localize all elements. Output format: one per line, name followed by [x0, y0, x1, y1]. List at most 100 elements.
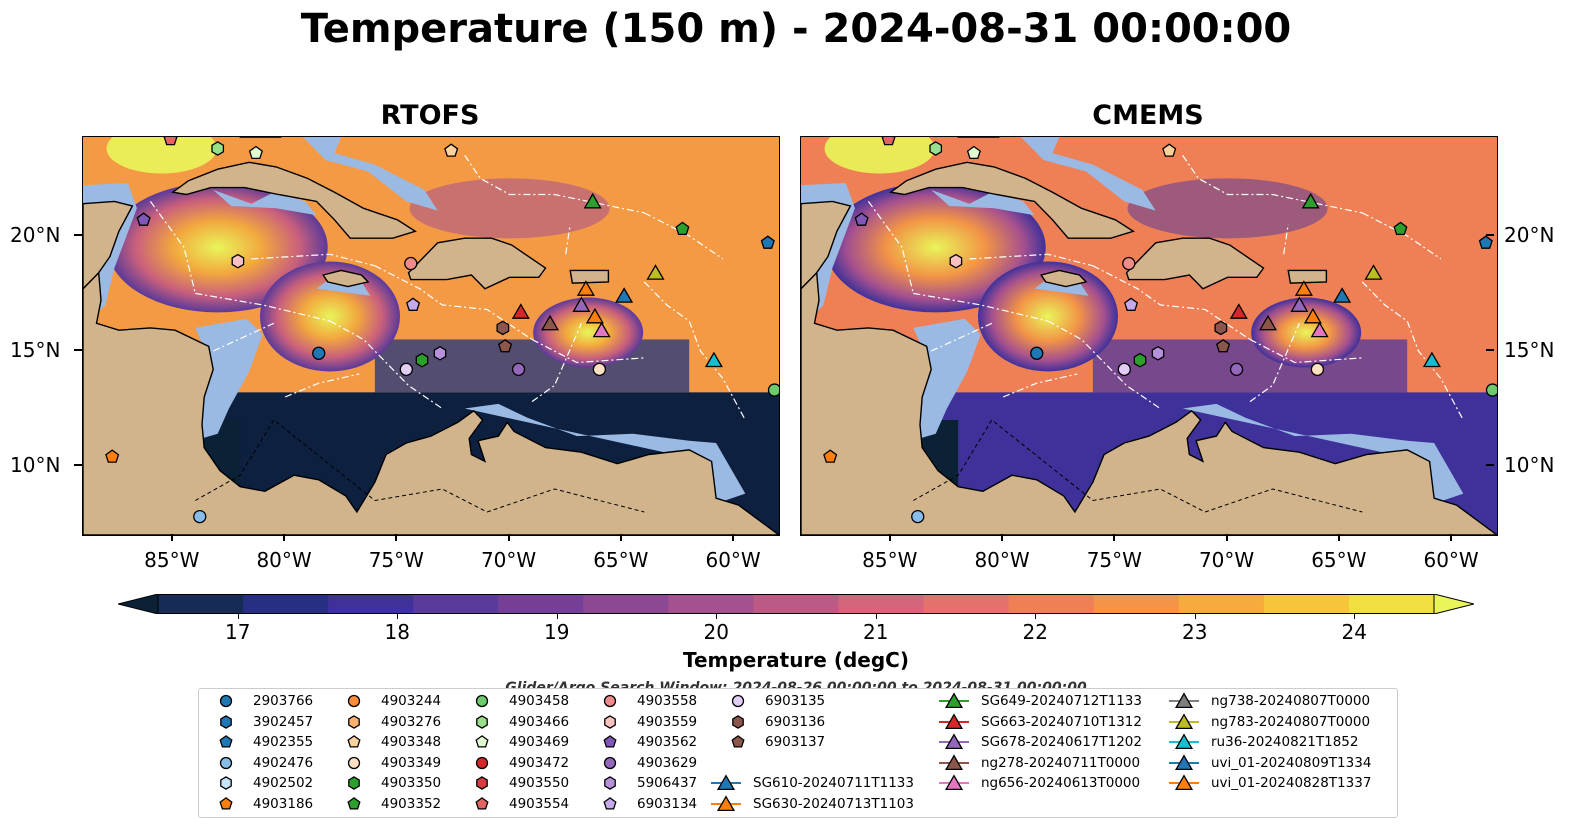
marker-6903134 — [1124, 297, 1139, 311]
legend-label: SG630-20240713T1103 — [753, 795, 914, 812]
marker-4903559 — [949, 253, 963, 269]
colorbar-tick-mark — [556, 614, 558, 619]
marker-4903348 — [444, 143, 459, 157]
shelf-nic — [913, 318, 981, 439]
legend-label: 4903559 — [637, 713, 698, 730]
legend-marker-icon — [476, 776, 488, 790]
eez-boundary — [251, 253, 376, 267]
legend-marker-icon — [347, 796, 361, 810]
lon-tick-mark — [1225, 534, 1228, 541]
marker-4903469 — [966, 145, 981, 160]
marker-ng656-20240613T0000 — [1310, 321, 1329, 338]
marker-ng278-20240711T0000 — [1258, 314, 1278, 331]
marker-4903469 — [248, 145, 263, 160]
legend-label: 4902502 — [253, 775, 314, 791]
eez-boundary — [969, 253, 1094, 267]
legend-label: 6903134 — [637, 795, 698, 812]
legend-marker-circle — [219, 694, 233, 708]
legend-marker-icon — [347, 694, 361, 708]
legend-label: ng738-20240807T0000 — [1211, 693, 1371, 709]
colorbar-segment — [1008, 594, 1095, 614]
legend-marker-hexagon — [220, 776, 232, 790]
legend-label: 3902457 — [253, 713, 314, 730]
legend-marker-pentagon — [347, 796, 361, 810]
warm-eddy-west — [825, 182, 1046, 313]
colorbar-tick-mark — [237, 614, 239, 619]
legend-item: SG610-20240711T1133 — [709, 773, 914, 793]
legend-marker-icon — [219, 756, 233, 769]
map-panel-rtofs[interactable] — [82, 136, 780, 536]
legend-label: 4903554 — [509, 795, 570, 812]
marker-4903458 — [1485, 383, 1497, 397]
marker-ng783-20240807T0000 — [646, 264, 665, 280]
legend-marker-pentagon — [475, 735, 489, 748]
lat-tick-label-left: 10°N — [10, 452, 61, 477]
marker-4903629 — [1229, 362, 1244, 377]
eez-boundary — [930, 322, 993, 352]
marker-6903135 — [1117, 362, 1131, 377]
marker-ru36-20240821T1852 — [704, 351, 723, 368]
shelf-cuba_s — [931, 189, 1035, 216]
legend-label: SG649-20240712T1133 — [981, 693, 1142, 709]
marker-6903137 — [1216, 339, 1231, 353]
marker-4902476 — [911, 509, 925, 524]
legend-marker-pentagon — [603, 796, 617, 810]
legend-marker-hexagon — [220, 714, 232, 729]
legend-marker-icon — [347, 756, 361, 769]
legend-item: 4903629 — [593, 753, 697, 773]
marker-4903348 — [1162, 143, 1177, 157]
marker-4903554 — [881, 137, 896, 146]
legend-item: uvi_01-20240809T1334 — [1167, 753, 1371, 773]
legend-item: SG649-20240712T1133 — [937, 691, 1142, 711]
legend-item: 4903466 — [465, 712, 569, 732]
colorbar-segment — [413, 594, 499, 614]
legend-item: 4902476 — [209, 753, 313, 773]
figure-title: Temperature (150 m) - 2024-08-31 00:00:0… — [300, 6, 1292, 52]
legend-marker-icon — [604, 714, 616, 729]
legend-marker-icon — [939, 692, 969, 709]
marker-4903349 — [592, 362, 607, 377]
colorbar-segment — [583, 594, 669, 614]
legend-marker-icon — [603, 735, 617, 748]
lon-tick-label: 70°W — [480, 548, 537, 572]
colorbar-tick-label: 22 — [1022, 620, 1048, 644]
legend-item: SG630-20240713T1103 — [709, 794, 914, 814]
legend-marker-icon — [1169, 692, 1199, 709]
legend-item: ng738-20240807T0000 — [1167, 691, 1370, 711]
legend-marker-hexagon — [476, 714, 488, 729]
lon-tick-mark — [619, 534, 622, 541]
legend-marker-icon — [939, 753, 969, 770]
eez-boundary — [867, 201, 914, 294]
colorbar-segment — [328, 594, 414, 614]
legend-marker-triangle — [1174, 712, 1194, 729]
lat-tick-mark — [74, 463, 82, 466]
map-canvas — [801, 137, 1497, 535]
legend-marker-icon — [711, 794, 741, 811]
warm-eddy-east — [1251, 297, 1362, 368]
legend-marker-pentagon — [347, 735, 361, 748]
eez-boundary — [1362, 212, 1442, 260]
legend-item: ng656-20240613T0000 — [937, 773, 1140, 793]
marker-4903466 — [929, 141, 943, 156]
legend-marker-icon — [939, 712, 969, 729]
lat-tick-label-right: 20°N — [1504, 222, 1555, 247]
eez-boundary — [284, 373, 360, 398]
map-panel-cmems[interactable] — [800, 136, 1498, 536]
marker-4903562 — [854, 212, 869, 226]
legend-marker-icon — [1169, 753, 1199, 770]
colorbar-tick-mark — [875, 614, 877, 619]
lat-tick-mark — [1486, 233, 1494, 236]
colorbar — [118, 594, 1474, 614]
marker-uvi_01-20240828T1337 — [585, 307, 604, 324]
legend-item: 4903562 — [593, 732, 697, 752]
land-puertorico — [569, 269, 610, 284]
legend-marker-circle — [731, 694, 745, 708]
colorbar-tick-label: 21 — [863, 620, 889, 644]
legend-label: 4903469 — [509, 734, 570, 750]
legend-marker-icon — [1169, 712, 1199, 729]
legend-item: 5906437 — [593, 773, 697, 793]
marker-SG663-20240710T1312 — [511, 303, 530, 319]
legend-label: 4903629 — [637, 754, 698, 771]
marker-SG663-20240710T1312 — [1229, 303, 1248, 319]
colorbar-segment — [1178, 594, 1265, 614]
